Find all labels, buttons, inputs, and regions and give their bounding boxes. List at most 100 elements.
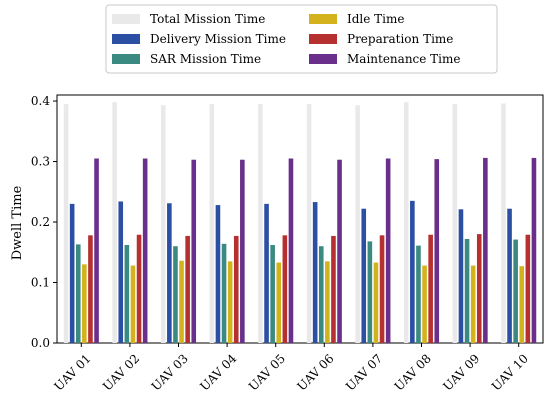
legend-swatch (112, 14, 140, 24)
bar-preparation-time-uav-05 (282, 235, 288, 343)
x-tick-label: UAV 07 (343, 351, 385, 393)
bar-delivery-mission-time-uav-06 (312, 202, 318, 343)
legend-swatch (112, 34, 140, 44)
bar-total-mission-time-uav-05 (258, 104, 263, 343)
bar-maintenance-time-uav-06 (337, 159, 342, 343)
bar-idle-time-uav-09 (470, 265, 476, 343)
bar-preparation-time-uav-06 (331, 235, 336, 343)
bar-maintenance-time-uav-04 (240, 159, 245, 343)
legend-label: Delivery Mission Time (150, 32, 286, 46)
legend-label: Idle Time (347, 12, 405, 26)
bar-maintenance-time-uav-08 (434, 159, 440, 343)
bar-preparation-time-uav-03 (185, 235, 190, 343)
y-tick-label: 0.4 (31, 94, 50, 108)
x-tick-label: UAV 02 (100, 351, 142, 393)
bar-sar-mission-time-uav-09 (464, 238, 470, 343)
bar-total-mission-time-uav-01 (63, 104, 69, 343)
bar-sar-mission-time-uav-07 (367, 241, 373, 343)
bar-idle-time-uav-07 (373, 262, 379, 343)
bar-idle-time-uav-06 (325, 261, 330, 343)
x-tick-label: UAV 04 (197, 351, 239, 393)
bar-sar-mission-time-uav-05 (270, 245, 275, 343)
bar-group-uav-06 (306, 104, 342, 343)
legend-label: Total Mission Time (150, 12, 265, 26)
bar-preparation-time-uav-09 (476, 234, 482, 343)
legend-label: SAR Mission Time (150, 52, 261, 66)
bar-maintenance-time-uav-05 (288, 158, 294, 343)
y-axis-label: Dwell Time (10, 185, 25, 260)
bar-preparation-time-uav-04 (233, 235, 239, 343)
bar-idle-time-uav-04 (227, 261, 233, 343)
bar-sar-mission-time-uav-10 (513, 239, 518, 343)
bar-maintenance-time-uav-09 (483, 157, 488, 343)
bar-total-mission-time-uav-10 (501, 103, 506, 343)
legend: Total Mission Time Delivery Mission Time S… (105, 4, 498, 74)
bar-preparation-time-uav-02 (136, 234, 142, 343)
x-tick-label: UAV 10 (489, 351, 531, 393)
bar-sar-mission-time-uav-06 (318, 246, 324, 343)
x-tick-label: UAV 03 (149, 351, 191, 393)
bar-total-mission-time-uav-07 (355, 105, 360, 343)
legend-label: Preparation Time (347, 32, 453, 46)
bar-total-mission-time-uav-08 (403, 102, 409, 343)
bar-maintenance-time-uav-03 (191, 159, 197, 343)
bar-preparation-time-uav-08 (428, 234, 433, 343)
legend-item-delivery-mission-time: Delivery Mission Time (112, 32, 286, 46)
bar-total-mission-time-uav-09 (452, 104, 458, 343)
bar-group-uav-08 (403, 102, 440, 343)
bar-idle-time-uav-10 (519, 266, 525, 343)
x-tick-label: UAV 09 (440, 351, 482, 393)
legend-item-maintenance-time: Maintenance Time (309, 52, 461, 66)
bar-sar-mission-time-uav-01 (75, 244, 81, 343)
bar-maintenance-time-uav-02 (142, 158, 148, 343)
x-tick-label: UAV 01 (52, 351, 94, 393)
bar-total-mission-time-uav-02 (112, 102, 117, 343)
bar-sar-mission-time-uav-04 (221, 243, 227, 343)
bar-idle-time-uav-03 (179, 260, 184, 343)
bar-total-mission-time-uav-04 (209, 104, 215, 343)
legend-swatch (309, 54, 337, 64)
bar-delivery-mission-time-uav-09 (458, 209, 464, 343)
bar-group-uav-04 (209, 104, 245, 343)
bar-total-mission-time-uav-03 (160, 105, 166, 343)
plot-frame (56, 94, 544, 344)
bar-sar-mission-time-uav-08 (416, 245, 421, 343)
bar-group-uav-01 (63, 104, 99, 343)
legend-swatch (112, 54, 140, 64)
bar-preparation-time-uav-10 (525, 234, 531, 343)
bar-group-uav-05 (258, 104, 294, 343)
bar-idle-time-uav-02 (130, 265, 136, 343)
legend-label: Maintenance Time (347, 52, 461, 66)
bar-idle-time-uav-05 (276, 262, 282, 343)
bar-maintenance-time-uav-10 (531, 157, 537, 343)
bar-delivery-mission-time-uav-01 (69, 203, 75, 343)
bar-delivery-mission-time-uav-02 (118, 201, 124, 343)
y-tick-label: 0.3 (31, 155, 50, 169)
bar-group-uav-07 (355, 105, 391, 343)
legend-item-preparation-time: Preparation Time (309, 32, 453, 46)
x-tick-label: UAV 08 (392, 351, 434, 393)
bar-maintenance-time-uav-01 (94, 158, 99, 343)
legend-swatch (309, 34, 337, 44)
x-tick-label: UAV 06 (295, 351, 337, 393)
bar-sar-mission-time-uav-03 (173, 246, 178, 343)
bar-delivery-mission-time-uav-08 (410, 200, 415, 343)
bar-maintenance-time-uav-07 (385, 158, 391, 343)
bar-delivery-mission-time-uav-05 (264, 203, 269, 343)
bar-idle-time-uav-08 (422, 265, 427, 343)
x-tick-label: UAV 05 (246, 351, 288, 393)
legend-swatch (309, 14, 337, 24)
bar-group-uav-02 (112, 102, 148, 343)
bar-delivery-mission-time-uav-03 (167, 203, 172, 343)
bar-total-mission-time-uav-06 (306, 104, 312, 343)
y-tick-label: 0.0 (31, 336, 50, 350)
legend-item-total-mission-time: Total Mission Time (112, 12, 265, 26)
legend-item-idle-time: Idle Time (309, 12, 405, 26)
bar-group-uav-09 (452, 104, 488, 343)
y-tick-label: 0.1 (31, 276, 50, 290)
legend-box (105, 4, 498, 74)
bar-preparation-time-uav-07 (379, 235, 385, 343)
